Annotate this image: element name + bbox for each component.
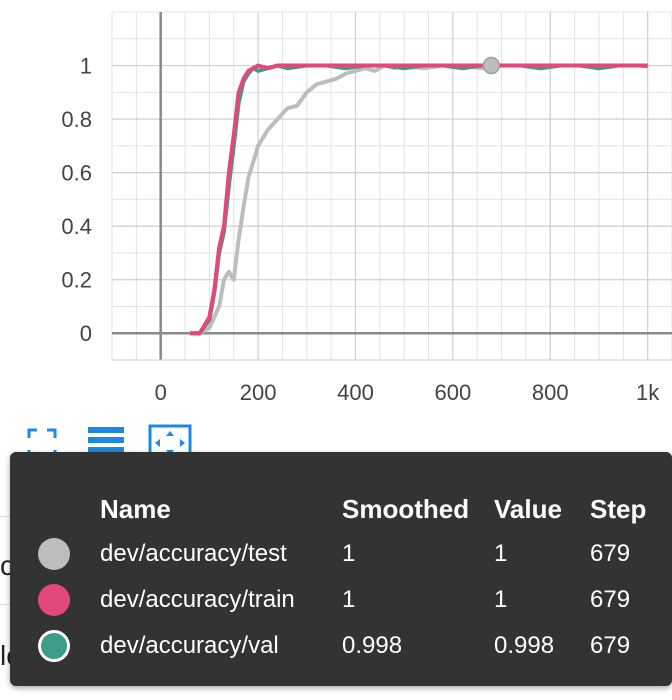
x-tick-label: 0 bbox=[155, 380, 167, 405]
header-value: Value bbox=[494, 494, 562, 524]
series-name: dev/accuracy/train bbox=[100, 586, 295, 613]
smoothed-value: 1 bbox=[342, 540, 356, 567]
raw-value: 1 bbox=[494, 586, 508, 613]
series-name: dev/accuracy/val bbox=[100, 632, 279, 659]
step-value: 679 bbox=[590, 586, 631, 613]
smoothed-value: 1 bbox=[342, 586, 356, 613]
series-color-dot bbox=[38, 630, 70, 662]
hover-point bbox=[482, 56, 501, 75]
step-value: 679 bbox=[590, 632, 631, 659]
smoothed-value: 0.998 bbox=[342, 632, 403, 659]
y-tick-label: 0.4 bbox=[61, 214, 92, 239]
tooltip-row-val: dev/accuracy/val 0.998 0.998 679 bbox=[10, 624, 672, 670]
tick-labels: 0 200 400 600 800 1k 0 0.2 0.4 0.6 0.8 1 bbox=[61, 54, 660, 405]
step-value: 679 bbox=[590, 540, 631, 567]
x-tick-label: 1k bbox=[636, 380, 660, 405]
tooltip-row-test: dev/accuracy/test 1 1 679 bbox=[10, 532, 672, 578]
y-tick-label: 0.6 bbox=[61, 161, 92, 186]
y-tick-label: 1 bbox=[80, 54, 92, 79]
header-smoothed: Smoothed bbox=[342, 494, 470, 524]
hover-markers bbox=[482, 56, 501, 75]
raw-value: 0.998 bbox=[494, 632, 555, 659]
chart-axes bbox=[112, 12, 672, 361]
raw-value: 1 bbox=[494, 540, 508, 567]
series-line bbox=[189, 63, 648, 336]
y-tick-label: 0.8 bbox=[61, 107, 92, 132]
x-tick-label: 600 bbox=[435, 380, 472, 405]
accuracy-line-chart[interactable]: 0 200 400 600 800 1k 0 0.2 0.4 0.6 0.8 1 bbox=[0, 0, 672, 420]
header-step: Step bbox=[590, 494, 647, 524]
x-tick-label: 200 bbox=[240, 380, 277, 405]
chart-series bbox=[189, 63, 648, 336]
y-tick-label: 0.2 bbox=[61, 268, 92, 293]
y-tick-label: 0 bbox=[80, 321, 92, 346]
series-color-dot bbox=[38, 584, 70, 616]
header-name: Name bbox=[100, 494, 171, 524]
series-color-dot bbox=[38, 538, 70, 570]
x-tick-label: 400 bbox=[337, 380, 374, 405]
hover-tooltip: Name Smoothed Value Step dev/accuracy/te… bbox=[10, 452, 672, 686]
tooltip-row-train: dev/accuracy/train 1 1 679 bbox=[10, 578, 672, 624]
x-tick-label: 800 bbox=[532, 380, 569, 405]
series-name: dev/accuracy/test bbox=[100, 540, 287, 567]
